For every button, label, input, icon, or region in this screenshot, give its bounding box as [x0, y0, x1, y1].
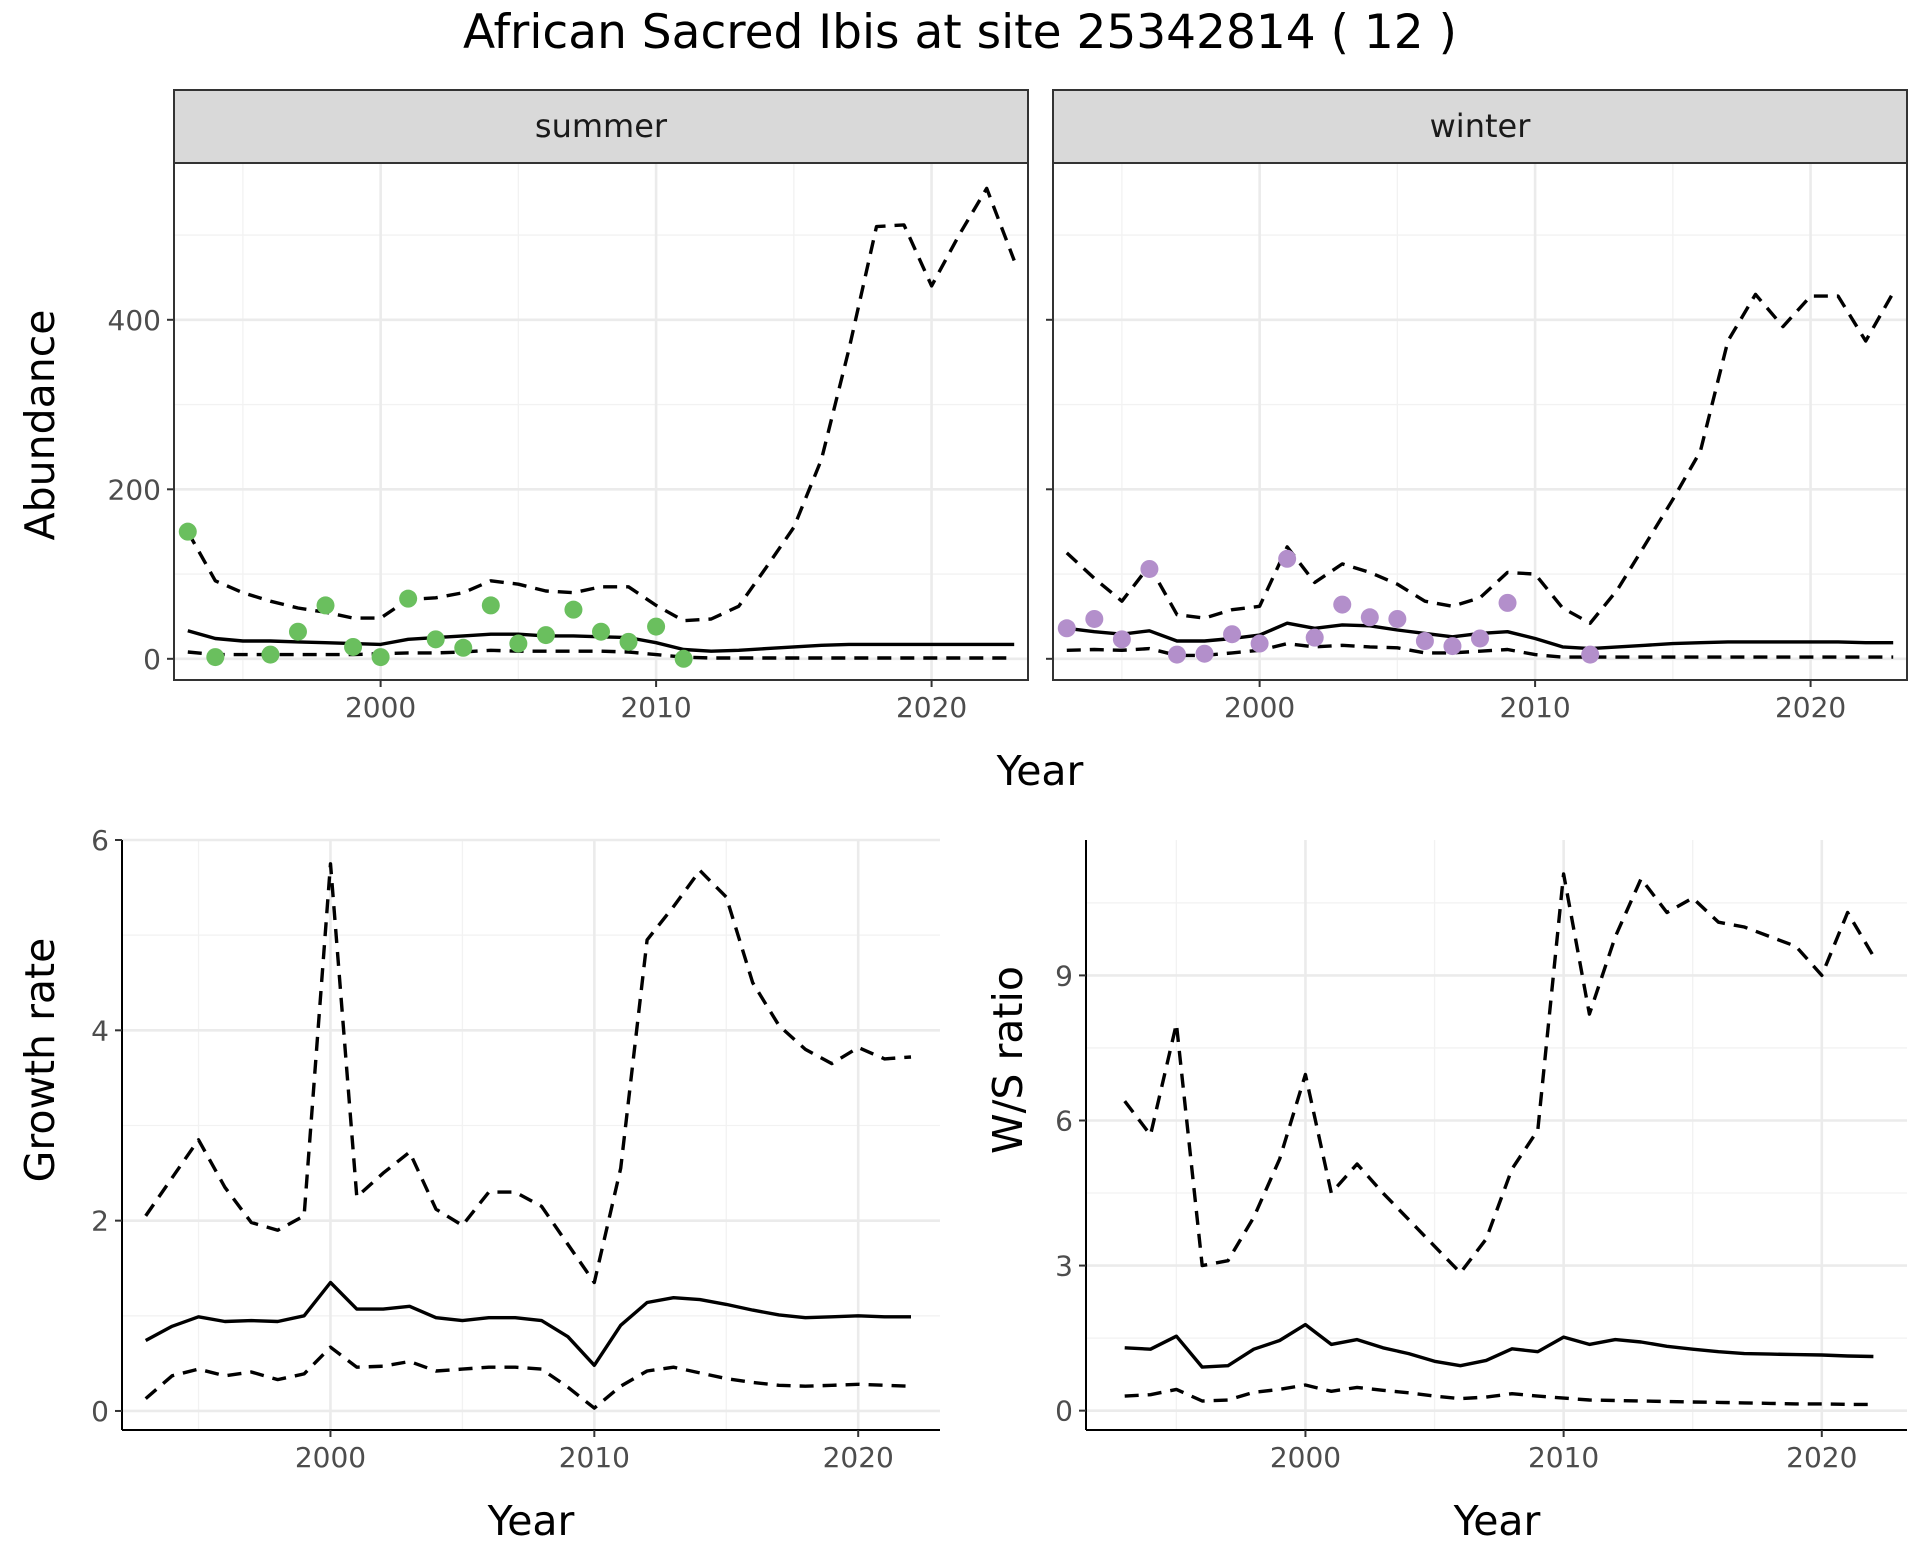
data-point [1085, 609, 1104, 628]
x-tick-label: 2000 [345, 691, 416, 724]
x-tick-label: 2000 [295, 1441, 366, 1474]
data-point [481, 596, 500, 615]
series-line-upper [1123, 872, 1875, 1275]
x-tick-label: 2020 [896, 691, 967, 724]
x-tick-label: 2010 [559, 1441, 630, 1474]
data-point [509, 634, 528, 653]
x-tick-label: 2010 [620, 691, 691, 724]
data-point [619, 632, 638, 651]
chart-title: African Sacred Ibis at site 25342814 ( 1… [463, 5, 1457, 60]
y-tick-label: 2 [91, 1205, 109, 1238]
data-point [592, 622, 610, 641]
data-point [1195, 644, 1214, 663]
y-tick-label: 3 [1055, 1250, 1073, 1283]
data-point [261, 645, 280, 664]
data-point [426, 630, 445, 649]
data-point [344, 637, 363, 656]
data-point [399, 589, 418, 608]
data-point [647, 617, 666, 636]
y-tick-label: 400 [108, 304, 161, 337]
data-point [1112, 630, 1131, 649]
data-point [1333, 595, 1352, 614]
data-point [1278, 549, 1297, 568]
growth-xlabel: Year [487, 1497, 575, 1545]
data-point [371, 648, 390, 667]
x-tick-label: 2000 [1270, 1441, 1341, 1474]
growth-ylabel: Growth rate [16, 938, 64, 1183]
data-point [206, 648, 225, 667]
y-tick-label: 9 [1055, 959, 1073, 992]
data-point [1057, 619, 1076, 638]
data-point [178, 522, 197, 541]
data-point [1250, 634, 1269, 653]
panel-border [1052, 162, 1908, 681]
data-point [316, 596, 335, 615]
x-tick-label: 2010 [1499, 691, 1570, 724]
y-tick-label: 0 [1055, 1395, 1073, 1428]
strip-summer [173, 89, 1029, 164]
data-point [1140, 559, 1159, 578]
data-point [1581, 645, 1600, 664]
strip-winter-label: winter [1430, 107, 1532, 145]
top-xlabel: Year [996, 747, 1084, 795]
data-point [1360, 608, 1379, 627]
panel-border [173, 162, 1029, 681]
data-point [1388, 609, 1407, 628]
data-point [1471, 629, 1489, 648]
y-tick-label: 0 [91, 1395, 109, 1428]
ratio-ylabel: W/S ratio [984, 966, 1032, 1154]
ratio-xlabel: Year [1453, 1497, 1541, 1545]
strip-winter [1052, 89, 1908, 164]
series-line-upper [144, 862, 912, 1285]
panel-summer-abundance: 2000 2010 2020 0 200 400 [108, 162, 1029, 724]
panel-growth-rate: 2000 2010 2020 0 2 4 6 [91, 824, 940, 1474]
data-point [288, 622, 307, 641]
data-point [1415, 632, 1434, 651]
data-point [1223, 625, 1242, 644]
series-line-lower [144, 1345, 912, 1410]
data-point [536, 626, 555, 645]
x-tick-label: 2020 [1775, 691, 1846, 724]
y-tick-label: 6 [91, 824, 109, 857]
data-point [674, 649, 693, 668]
y-tick-label: 4 [91, 1014, 109, 1047]
x-tick-label: 2020 [1786, 1441, 1857, 1474]
x-tick-label: 2020 [823, 1441, 894, 1474]
panel-winter-abundance: 2000 2010 2020 [1046, 162, 1908, 724]
strip-summer-label: summer [535, 107, 668, 145]
x-tick-label: 2010 [1528, 1441, 1599, 1474]
data-point [1305, 628, 1324, 647]
data-point [1443, 637, 1462, 656]
panel-ws-ratio: 2000 2010 2020 0 3 6 9 [1055, 840, 1907, 1474]
data-point [1498, 593, 1517, 612]
series-line-lower [1124, 1383, 1874, 1407]
y-tick-label: 6 [1055, 1104, 1073, 1137]
top-ylabel: Abundance [16, 310, 64, 541]
data-point [1167, 645, 1186, 664]
y-tick-label: 200 [108, 473, 161, 506]
series-line-estimate [1124, 1322, 1874, 1369]
series-line-upper [1065, 291, 1895, 625]
data-point [564, 600, 583, 619]
x-tick-label: 2000 [1224, 691, 1295, 724]
y-tick-label: 0 [143, 643, 161, 676]
data-point [454, 638, 473, 657]
series-line-estimate [144, 1280, 911, 1367]
